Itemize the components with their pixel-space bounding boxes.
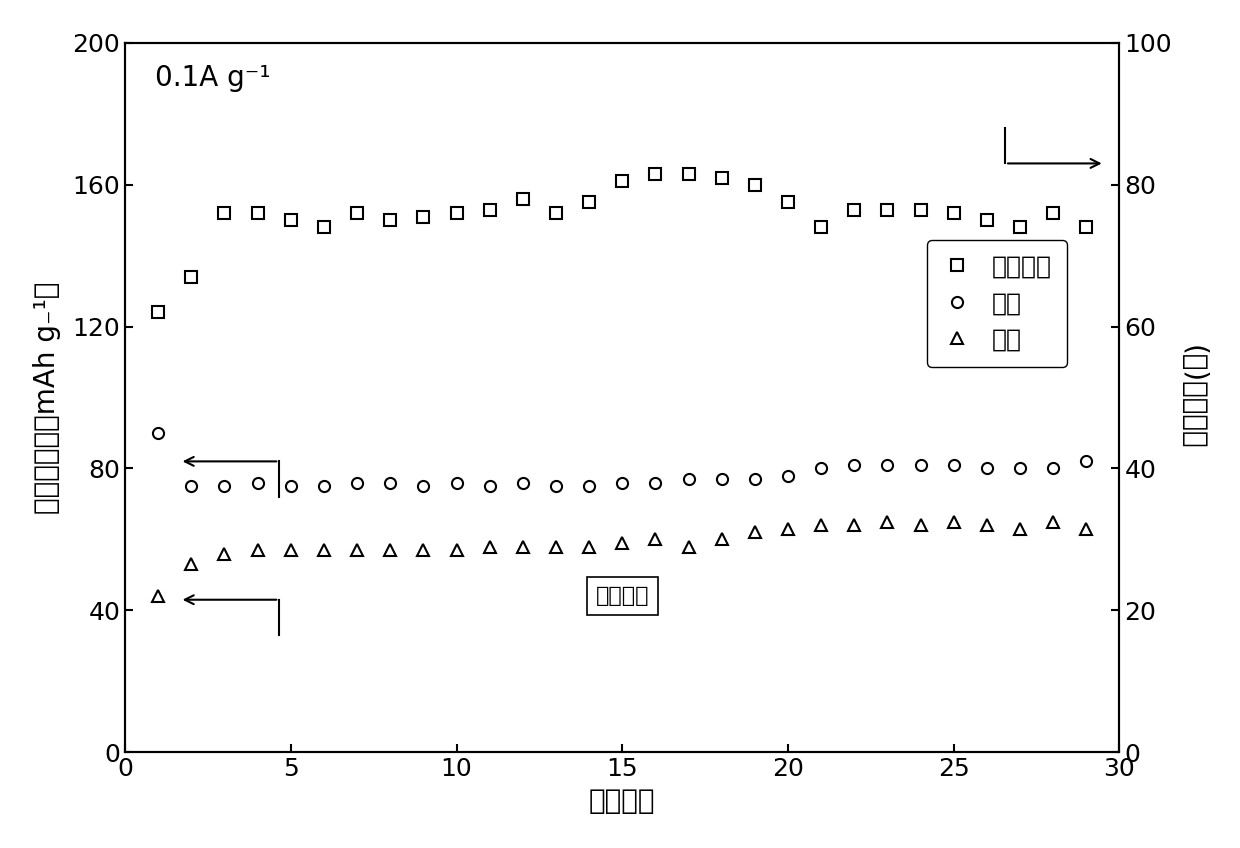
X-axis label: 循环次数: 循环次数 <box>589 787 656 815</box>
Text: 隐藏空白: 隐藏空白 <box>595 586 649 606</box>
Y-axis label: (％)库伦效率: (％)库伦效率 <box>1179 345 1207 449</box>
Legend: 库伦效率, 充电, 放电: 库伦效率, 充电, 放电 <box>928 240 1068 367</box>
Y-axis label: 电池比容量（mAh g₋¹）: 电池比容量（mAh g₋¹） <box>33 282 61 514</box>
Text: 0.1A g⁻¹: 0.1A g⁻¹ <box>155 64 270 92</box>
